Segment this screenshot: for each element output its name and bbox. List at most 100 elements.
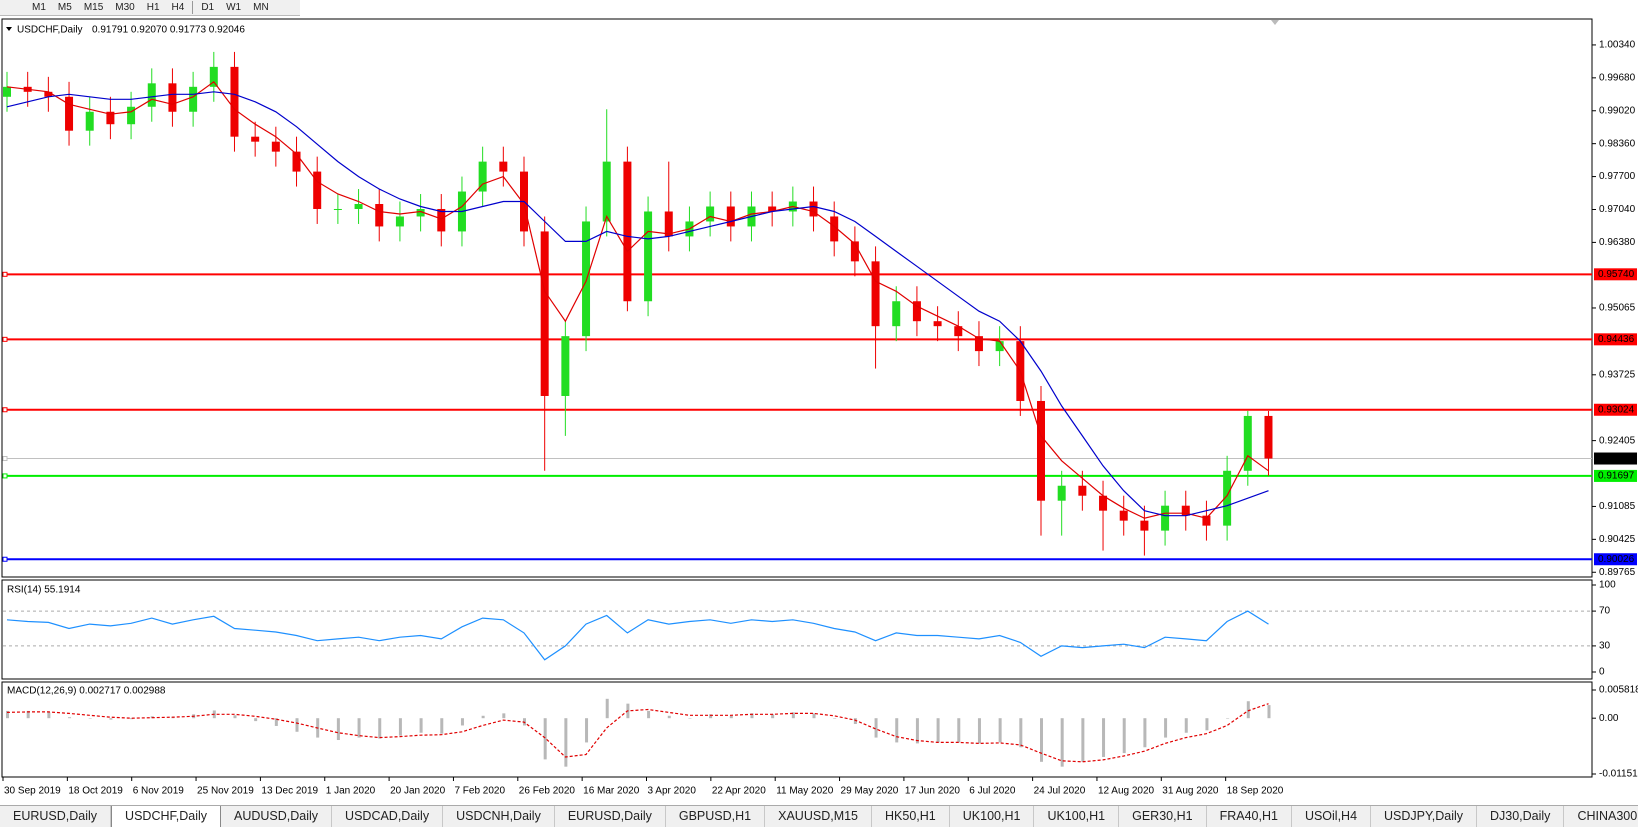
y-tick-label: 70 <box>1599 606 1611 617</box>
macd-bar <box>336 718 340 741</box>
y-tick-label: 0.92405 <box>1599 435 1636 446</box>
macd-panel <box>1 681 1593 778</box>
timeframe-button[interactable]: H4 <box>171 2 185 13</box>
macd-bar <box>1019 718 1023 748</box>
y-tick-label: 0.99020 <box>1599 105 1636 116</box>
macd-bar <box>502 713 506 719</box>
y-tick-label: 0.91085 <box>1599 501 1636 512</box>
macd-bar <box>936 718 940 743</box>
candle-body <box>1181 505 1190 516</box>
chart-tab[interactable]: FRA40,H1 <box>1207 806 1292 827</box>
macd-bar <box>233 715 237 719</box>
candle-body <box>395 216 404 227</box>
candle-body <box>1161 505 1170 531</box>
macd-bar <box>1267 705 1271 719</box>
x-tick-label: 11 May 2020 <box>776 786 834 797</box>
timeframe-button[interactable]: MN <box>253 2 269 13</box>
chart-tab[interactable]: DJ30,Daily <box>1477 806 1565 827</box>
chart-tab[interactable]: GER30,H1 <box>1119 806 1207 827</box>
candle-body <box>1099 495 1108 511</box>
macd-bar <box>419 718 423 733</box>
timeframe-button[interactable]: M1 <box>32 2 46 13</box>
macd-bar <box>1060 718 1064 767</box>
timeframe-button[interactable]: W1 <box>226 2 242 13</box>
x-tick-label: 18 Sep 2020 <box>1227 786 1284 797</box>
macd-bar <box>957 718 961 743</box>
candle-body <box>623 161 632 302</box>
y-tick-label: 0.00 <box>1599 713 1619 724</box>
macd-bar <box>564 718 568 767</box>
macd-bar <box>254 718 258 722</box>
chart-tab[interactable]: HK50,H1 <box>872 806 950 827</box>
candle-body <box>3 86 11 97</box>
timeframe-toolbar: M1 M5 M15 M30 H1 H4 D1 W1 MN <box>0 0 300 16</box>
macd-bar <box>791 712 795 719</box>
chart-tab[interactable]: USDCNH,Daily <box>443 806 555 827</box>
ohlc-text: 0.91791 0.92070 0.91773 0.92046 <box>92 25 245 36</box>
cursor-icon[interactable] <box>0 3 26 13</box>
x-tick-label: 18 Oct 2019 <box>68 786 123 797</box>
chart-tab[interactable]: AUDUSD,Daily <box>221 806 333 827</box>
level-label-box <box>1594 469 1637 482</box>
macd-bar <box>295 718 299 732</box>
chart-tab[interactable]: UK100,H1 <box>950 806 1035 827</box>
timeframe-button[interactable]: M30 <box>115 2 135 13</box>
candle-body <box>602 161 611 222</box>
y-tick-label: 0.97040 <box>1599 204 1636 215</box>
chart-tab[interactable]: EURUSD,Daily <box>0 806 112 827</box>
y-tick-label: 0.99680 <box>1599 72 1636 83</box>
macd-bar <box>1184 718 1188 733</box>
candle-body <box>106 111 115 125</box>
macd-bar <box>47 712 51 719</box>
chart-tab[interactable]: XAUUSD,M15 <box>765 806 873 827</box>
level-label: 0.94436 <box>1598 334 1635 345</box>
chart-tab[interactable]: CHINA300,H1 <box>1564 806 1638 827</box>
chart-tab[interactable]: USDCAD,Daily <box>332 806 444 827</box>
chart-tab[interactable]: USDJPY,Daily <box>1371 806 1477 827</box>
macd-bar <box>1040 718 1043 762</box>
timeframe-button[interactable]: H1 <box>146 2 160 13</box>
macd-bar <box>109 718 113 720</box>
x-tick-label: 30 Sep 2019 <box>4 786 61 797</box>
candle-body <box>871 261 880 327</box>
y-tick-label: 1.00340 <box>1599 40 1636 51</box>
x-tick-label: 12 Aug 2020 <box>1098 786 1155 797</box>
timeframe-button[interactable]: M15 <box>83 2 104 13</box>
macd-bar <box>1226 718 1230 719</box>
candle-body <box>85 111 94 131</box>
level-label: 0.90026 <box>1598 554 1635 565</box>
candle-body <box>809 201 818 217</box>
level-handle <box>2 456 8 462</box>
candle-body <box>933 321 942 327</box>
timeframe-button[interactable]: M5 <box>57 2 72 13</box>
macd-bar <box>874 718 878 738</box>
macd-bar <box>895 718 899 743</box>
timeframe-button[interactable]: D1 <box>201 2 215 13</box>
macd-bar <box>26 710 30 719</box>
moving-average <box>6 91 1269 517</box>
level-label-box <box>1594 452 1637 465</box>
macd-bar <box>398 718 402 736</box>
macd-bar <box>357 718 361 738</box>
candle-body <box>168 83 177 112</box>
chart-tab[interactable]: USOil,H4 <box>1292 806 1372 827</box>
chart-tab[interactable]: GBPUSD,H1 <box>666 806 766 827</box>
candle-body <box>1202 515 1211 526</box>
macd-bar <box>6 710 9 719</box>
macd-bar <box>812 713 816 719</box>
candle-body <box>850 241 859 262</box>
chart-tabs: EURUSD,Daily USDCHF,Daily AUDUSD,Daily USDC… <box>0 805 1638 827</box>
chart-tab[interactable]: UK100,H1 <box>1034 806 1120 827</box>
macd-bar <box>709 714 713 719</box>
macd-bar <box>771 714 775 719</box>
x-tick-label: 13 Dec 2019 <box>261 786 318 797</box>
rsi-title: RSI(14) 55.1914 <box>7 585 81 596</box>
chart-tab[interactable]: USDCHF,Daily <box>111 806 221 827</box>
y-tick-label: -0.011514 <box>1599 769 1638 780</box>
macd-signal <box>6 703 1269 763</box>
chart-tab[interactable]: EURUSD,Daily <box>555 806 666 827</box>
moving-average <box>6 80 1269 519</box>
x-tick-label: 17 Jun 2020 <box>905 786 960 797</box>
y-tick-label: 0.90425 <box>1599 534 1636 545</box>
